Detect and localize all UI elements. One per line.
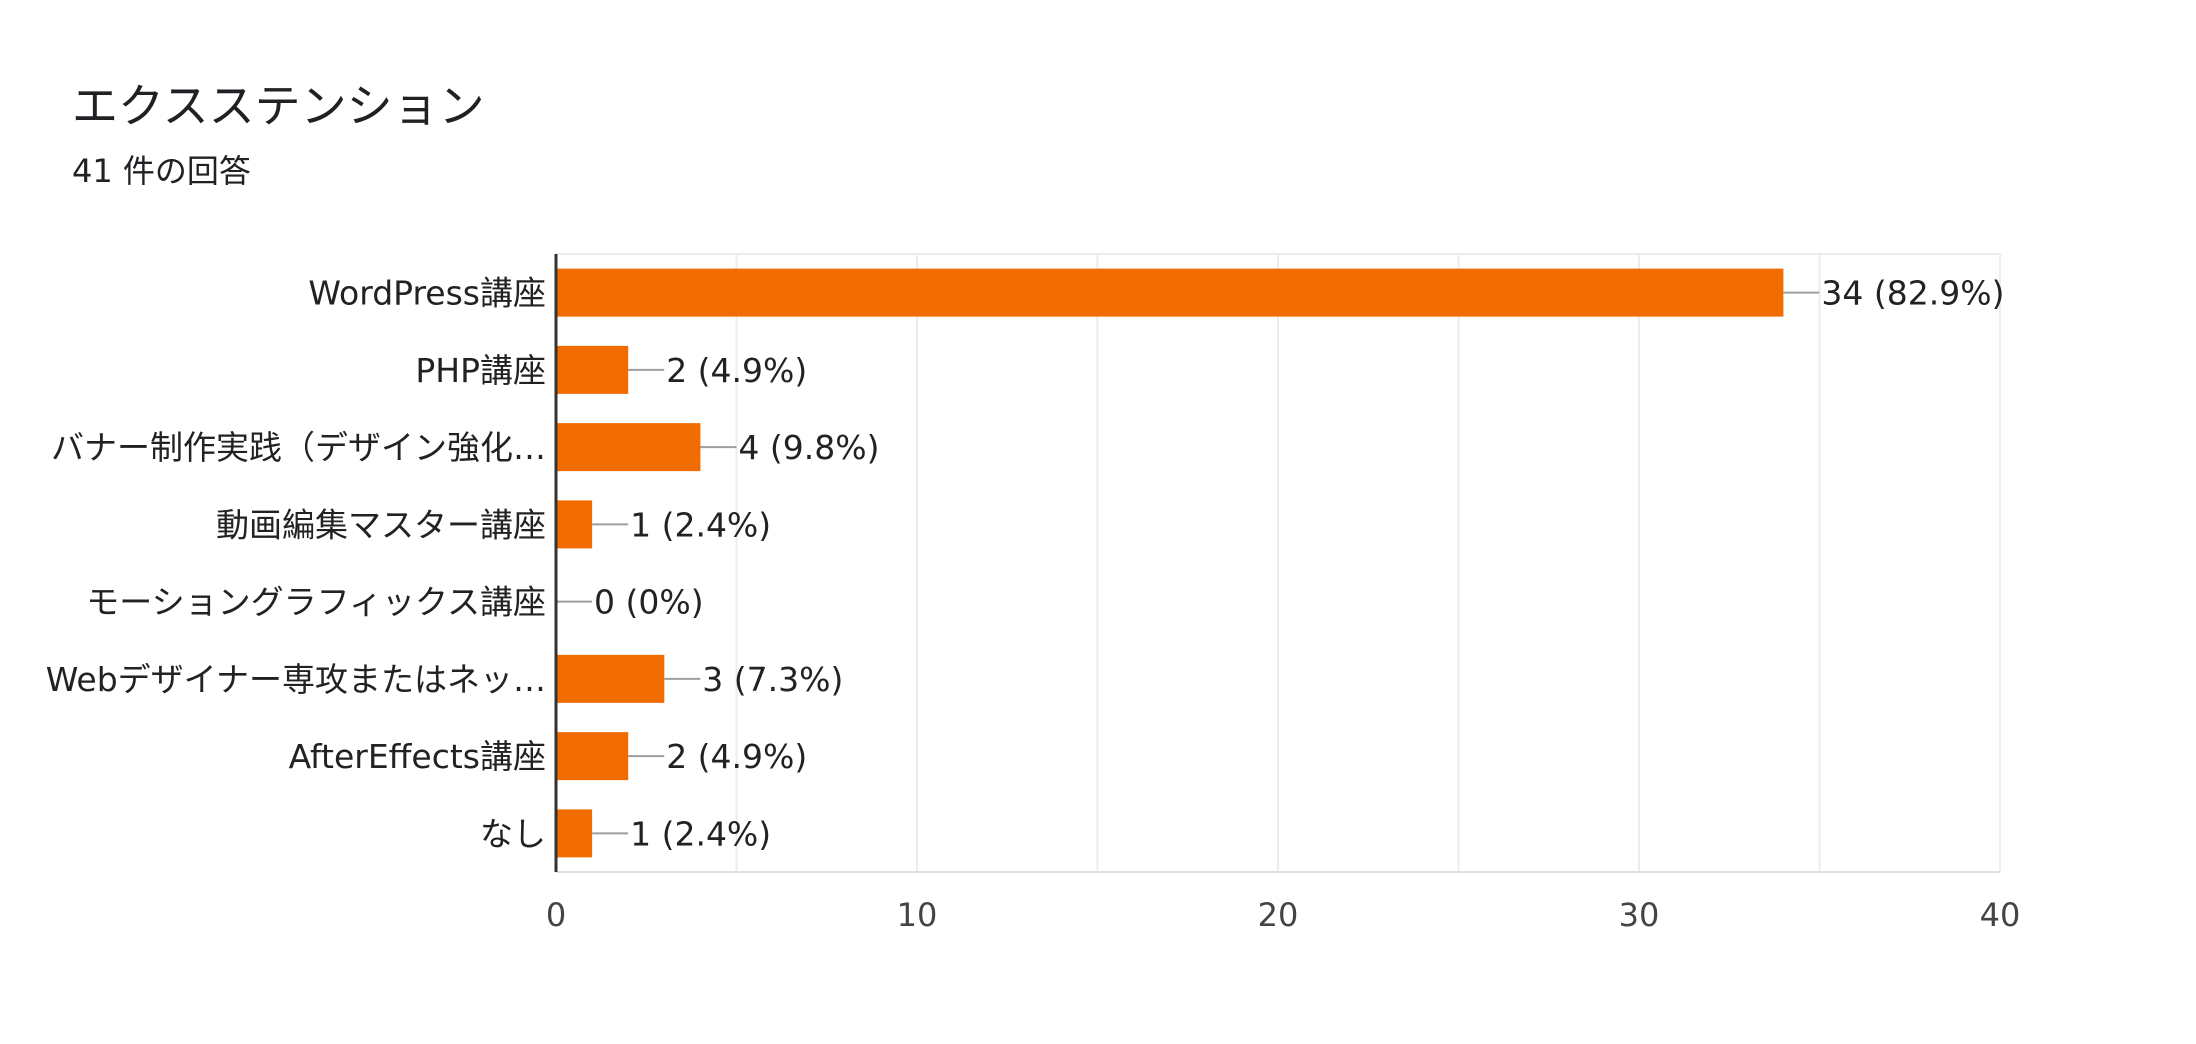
chart-title: エクスステンション (72, 79, 485, 133)
x-tick-label: 40 (1980, 896, 2021, 934)
data-label: 1 (2.4%) (630, 505, 771, 544)
x-tick-label: 10 (897, 896, 938, 934)
category-label: PHP講座 (415, 351, 546, 390)
x-tick-label: 30 (1619, 896, 1660, 934)
bar (556, 732, 629, 781)
bar (556, 268, 1784, 317)
category-label: Webデザイナー専攻またはネッ… (46, 660, 546, 699)
data-label: 2 (4.9%) (666, 737, 807, 776)
category-label: 動画編集マスター講座 (216, 505, 546, 544)
category-label: バナー制作実践（デザイン強化… (51, 428, 546, 467)
x-tick-label: 20 (1258, 896, 1299, 934)
bars (556, 268, 1820, 858)
data-label: 2 (4.9%) (666, 351, 807, 390)
category-label: なし (480, 814, 546, 853)
bar (556, 500, 593, 549)
bar (556, 423, 701, 472)
bar (556, 345, 629, 394)
data-label: 34 (82.9%) (1821, 274, 2004, 313)
labels: 0 10 20 30 40 34 (82.9%) WordPress講座 2 (4.9%) PH… (46, 274, 2021, 934)
data-label: 1 (2.4%) (630, 814, 771, 853)
data-label: 3 (7.3%) (702, 660, 843, 699)
category-label: モーショングラフィックス講座 (86, 583, 546, 622)
data-label: 0 (0%) (594, 583, 704, 622)
bar (556, 654, 665, 703)
data-label: 4 (9.8%) (738, 428, 879, 467)
x-tick-label: 0 (546, 896, 566, 934)
response-count: 41 件の回答 (72, 152, 251, 190)
bar (556, 809, 593, 858)
category-label: AfterEffects講座 (289, 737, 546, 776)
gridlines (556, 253, 2001, 873)
category-label: WordPress講座 (308, 274, 546, 313)
